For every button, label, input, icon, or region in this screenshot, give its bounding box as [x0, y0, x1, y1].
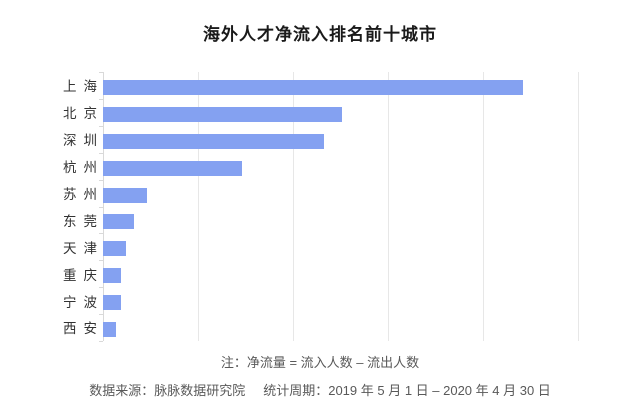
bar-杭州 — [103, 160, 242, 176]
category-label-text: 深圳 — [63, 133, 104, 149]
axis-tick — [99, 98, 103, 100]
bar-row — [103, 180, 578, 207]
bar-苏州 — [103, 187, 147, 203]
axis-tick — [99, 260, 103, 262]
gridline — [198, 72, 199, 341]
category-axis: 上海 北京 深圳 杭州 苏州 东莞 天津 重庆 宁波 西安 — [0, 72, 97, 341]
bar-上海 — [103, 80, 523, 95]
note-formula: 注：净流量 = 流入人数 – 流出人数 — [220, 355, 420, 370]
axis-tick — [99, 179, 103, 181]
bar-西安 — [103, 322, 117, 338]
note-data-source: 数据来源：脉脉数据研究院 — [89, 383, 246, 398]
category-label: 东莞 — [0, 206, 97, 233]
bar-row — [103, 233, 578, 260]
category-label-text: 杭州 — [63, 160, 104, 176]
chart-title: 海外人才净流入排名前十城市 — [203, 25, 437, 44]
category-label: 杭州 — [0, 153, 97, 180]
gridline — [483, 72, 484, 341]
bar-北京 — [103, 106, 343, 122]
bar-重庆 — [103, 268, 122, 284]
category-label: 重庆 — [0, 260, 97, 287]
axis-tick — [99, 125, 103, 127]
bar-深圳 — [103, 133, 325, 149]
category-label-text: 北京 — [63, 106, 104, 122]
category-label: 北京 — [0, 99, 97, 126]
axis-tick — [99, 152, 103, 154]
axis-tick — [99, 341, 103, 342]
category-label-text: 天津 — [63, 240, 104, 256]
axis-tick — [99, 206, 103, 208]
category-label: 上海 — [0, 72, 97, 99]
gridline — [388, 72, 389, 341]
plot-area — [99, 72, 579, 342]
note-meta: 数据来源：脉脉数据研究院 统计周期：2019 年 5 月 1 日 – 2020 年… — [0, 380, 640, 399]
bar-row — [103, 206, 578, 233]
axis-tick — [99, 287, 103, 289]
category-label-text: 上海 — [63, 79, 104, 95]
bar-row — [103, 260, 578, 287]
category-label: 西安 — [0, 314, 97, 341]
bar-row — [103, 287, 578, 314]
bar-row — [103, 126, 578, 153]
category-label-text: 东莞 — [63, 213, 104, 229]
bar-row — [103, 99, 578, 126]
axis-tick — [99, 72, 103, 73]
bar-东莞 — [103, 214, 135, 230]
note-stat-period: 统计周期：2019 年 5 月 1 日 – 2020 年 4 月 30 日 — [263, 383, 551, 398]
axis-tick — [99, 233, 103, 235]
category-label: 天津 — [0, 233, 97, 260]
bar-宁波 — [103, 295, 122, 311]
category-label: 深圳 — [0, 126, 97, 153]
category-label-text: 西安 — [63, 321, 104, 337]
value-axis-line — [103, 72, 104, 341]
bar-row — [103, 72, 578, 99]
category-label-text: 苏州 — [63, 187, 104, 202]
bar-天津 — [103, 241, 126, 257]
category-label-text: 宁波 — [63, 294, 104, 310]
bar-row — [103, 314, 578, 341]
gridline — [293, 72, 294, 341]
category-label-text: 重庆 — [63, 267, 104, 283]
category-label: 宁波 — [0, 287, 97, 314]
bar-row — [103, 153, 578, 180]
axis-tick — [99, 314, 103, 316]
gridline — [578, 72, 579, 341]
category-label: 苏州 — [0, 180, 97, 207]
